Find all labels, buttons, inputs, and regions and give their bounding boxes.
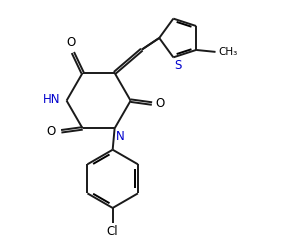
Text: O: O: [66, 36, 76, 49]
Text: HN: HN: [43, 93, 61, 106]
Text: O: O: [156, 97, 165, 110]
Text: O: O: [46, 125, 55, 138]
Text: CH₃: CH₃: [218, 47, 238, 57]
Text: Cl: Cl: [107, 225, 118, 238]
Text: S: S: [174, 59, 182, 72]
Text: N: N: [116, 130, 124, 143]
